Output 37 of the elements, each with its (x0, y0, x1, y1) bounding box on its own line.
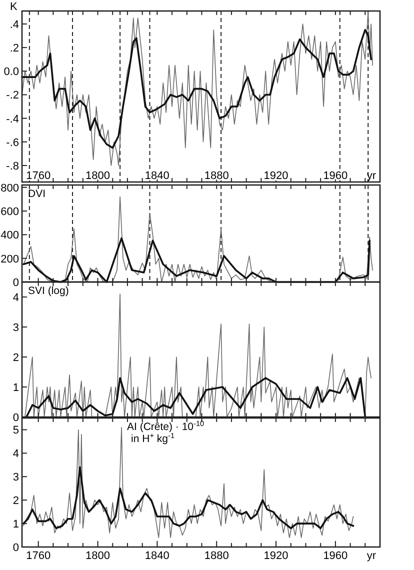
y-tick-label: 0 (12, 542, 19, 554)
x-tick-label: 1840 (144, 550, 170, 562)
x-tick-label: 1960 (323, 550, 348, 562)
x-axis-title: yr (366, 550, 376, 562)
y-axis-title: DVI (28, 188, 46, 200)
y-tick-label: -.2 (6, 90, 19, 102)
y-tick-label: -.8 (6, 160, 19, 172)
y-axis-title: SVI (log) (28, 285, 69, 297)
x-tick-label: 1880 (204, 550, 229, 562)
y-tick-label: 5 (12, 424, 19, 437)
y-tick-label: 2 (12, 352, 19, 364)
y-axis-title: K (10, 1, 18, 13)
y-tick-label: -.4 (6, 113, 19, 126)
x-tick-label: 1800 (86, 550, 110, 562)
y-tick-label: 2 (12, 495, 19, 508)
y-tick-label: 400 (0, 230, 19, 242)
x-tick-label: 1920 (264, 170, 288, 182)
y-tick-label: -.6 (6, 136, 19, 149)
text: AI (Crête) · 10$^{-10}$ in H$^{+}$ kg$^{-1}$ (127, 418, 204, 445)
y-tick-label: 600 (0, 206, 19, 218)
y-tick-label: 0 (12, 277, 19, 289)
x-tick-label: 1800 (86, 170, 110, 182)
y-tick-label: .2 (10, 42, 19, 55)
x-tick-label: 1920 (264, 550, 288, 562)
y-tick-label: 0.0 (4, 66, 19, 78)
y-tick-label: 200 (0, 253, 19, 266)
y-tick-label: .4 (10, 18, 19, 31)
y-tick-label: 3 (12, 472, 19, 484)
y-tick-label: 0 (12, 412, 19, 424)
y-tick-label: 4 (12, 448, 19, 460)
y-tick-label: 4 (12, 292, 19, 304)
y-tick-label: 1 (12, 382, 19, 394)
x-axis-title: yr (366, 170, 376, 182)
y-tick-label: 3 (12, 322, 19, 334)
x-tick-label: 1760 (26, 550, 51, 562)
y-tick-label: 1 (12, 518, 19, 531)
y-tick-label: 800 (0, 182, 19, 194)
